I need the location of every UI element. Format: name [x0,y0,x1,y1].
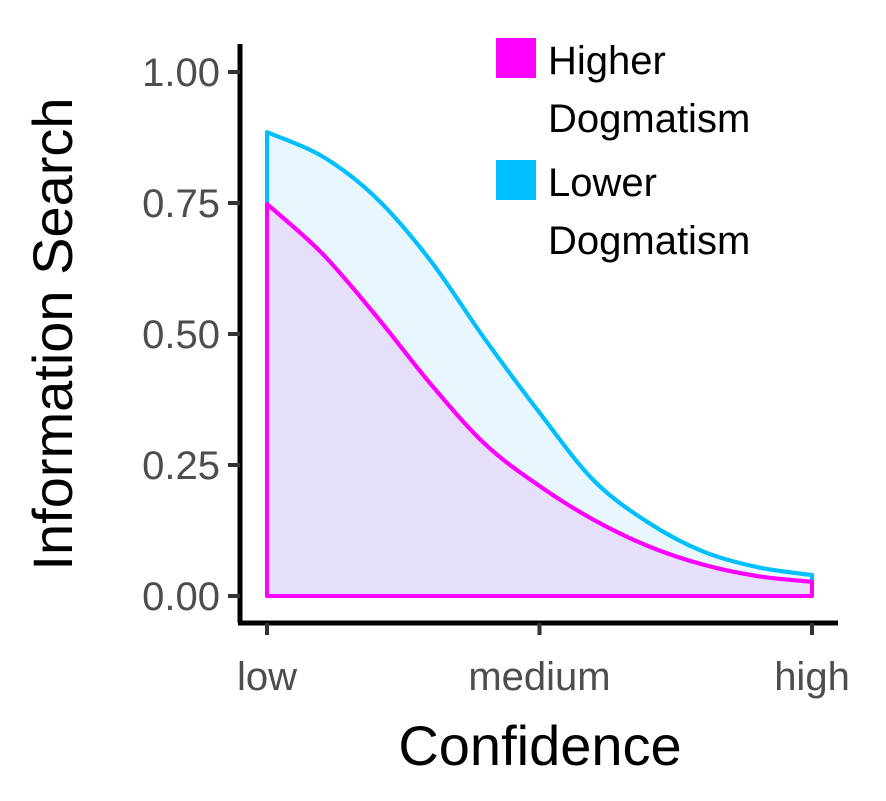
legend-label-lower-dogmatism: Dogmatism [548,219,750,263]
y-tick-label: 0.75 [142,182,220,226]
x-tick-label: medium [468,655,610,699]
labels-layer: 0.00 0.25 0.50 0.75 1.00 low medium high Confide… [21,51,850,777]
x-tick-label: low [237,655,297,699]
y-tick-label: 0.25 [142,444,220,488]
line-lower-dogmatism [265,130,814,578]
areas-layer [265,130,814,598]
legend-label-higher-dogmatism: Dogmatism [548,97,750,141]
y-axis-title: Information Search [21,97,84,570]
y-tick-label: 0.50 [142,313,220,357]
lines-layer [265,130,814,584]
x-tick-label: high [774,655,850,699]
legend-swatch-lower-dogmatism [496,160,536,200]
y-tick-label: 1.00 [142,51,220,95]
legend-swatch-higher-dogmatism [496,38,536,78]
legend-label-higher-dogmatism: Higher [548,39,666,83]
x-axis-title: Confidence [398,714,681,777]
legend: Higher Dogmatism Lower Dogmatism [496,38,750,263]
legend-label-lower-dogmatism: Lower [548,161,657,205]
y-tick-label: 0.00 [142,575,220,619]
axes-layer [228,44,838,635]
line-higher-dogmatism [265,202,814,584]
